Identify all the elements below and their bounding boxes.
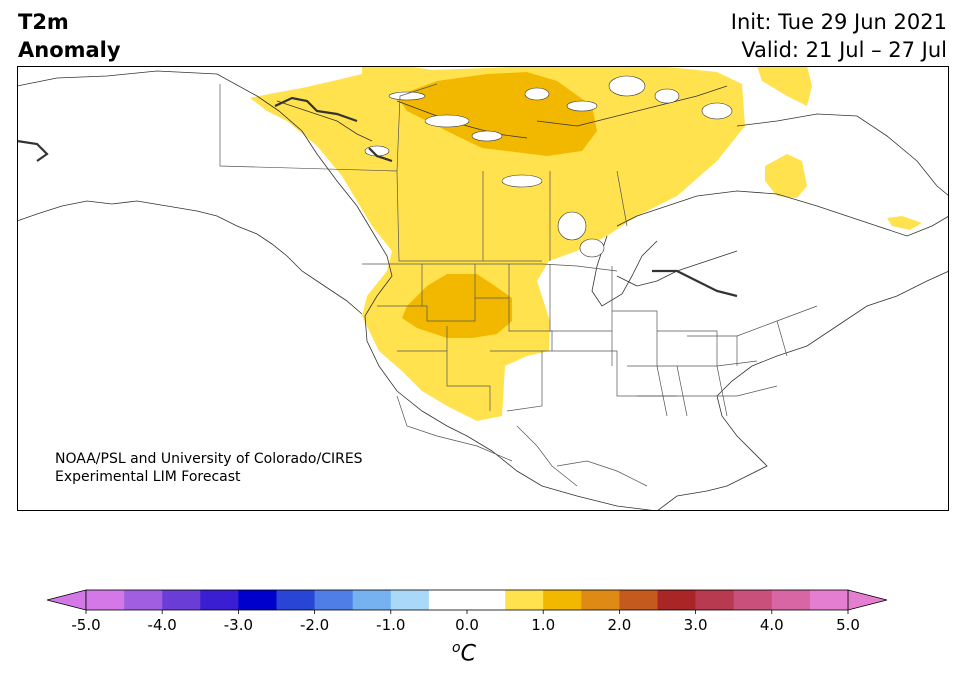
colorbar-ticks: -5.0 -4.0 -3.0 -2.0 -1.0 0.0 1.0 2.0 3.0 4.0 5.0 [71,610,860,634]
anomaly-map [17,66,949,511]
colorbar-cell [809,590,849,610]
colorbar-tick-label: -2.0 [300,616,329,634]
credit-line-1: NOAA/PSL and University of Colorado/CIRE… [55,451,363,467]
colorbar-cell [695,590,734,610]
forecast-dates: Init: Tue 29 Jun 2021 Valid: 21 Jul – 27… [731,8,947,64]
colorbar-under-arrow [46,589,87,611]
colorbar-tick-label: 2.0 [607,616,631,634]
colorbar-cell [200,590,239,610]
colorbar-cell [238,590,277,610]
colorbar-tick-label: -4.0 [148,616,177,634]
colorbar-cell [467,590,506,610]
colorbar-over-arrow [847,589,888,611]
colorbar-cell [86,590,125,610]
unit-degree: o [452,640,461,656]
colorbar-cell [352,590,392,610]
unit-base: C [460,641,476,667]
colorbar-tick-label: 5.0 [836,616,860,634]
colorbar-tick-label: 4.0 [760,616,784,634]
colorbar-cell [505,590,544,610]
rivers [17,96,738,298]
colorbar-cell [428,590,468,610]
colorbar-tick-label: -1.0 [376,616,405,634]
colorbar-tick-label: 0.0 [455,616,479,634]
colorbar-cell [581,590,620,610]
colorbar-cell [162,590,201,610]
credit-text: NOAA/PSL and University of Colorado/CIRE… [55,450,363,486]
field-label: Anomaly [18,38,121,62]
colorbar-cell [276,590,315,610]
colorbar-tick-label: 3.0 [684,616,708,634]
credit-line-2: Experimental LIM Forecast [55,469,241,485]
colorbar-cell [314,590,353,610]
unit-label: oC [452,640,476,666]
colorbar: -5.0 -4.0 -3.0 -2.0 -1.0 0.0 1.0 2.0 3.0 4.0 5.0 [46,589,888,634]
colorbar-cell [771,590,811,610]
colorbar-cell [657,590,696,610]
variable-label: T2m [18,10,69,34]
map-title: T2m Anomaly [18,8,121,64]
political-borders [219,83,818,487]
lakes-and-islands [364,75,733,258]
colorbar-tick-label: -5.0 [71,616,100,634]
map-frame [17,66,949,511]
colorbar-cell [543,590,582,610]
colorbar-cell [124,590,163,610]
colorbar-cell [619,590,658,610]
valid-range: Valid: 21 Jul – 27 Jul [741,38,947,62]
coastlines [17,70,949,511]
colorbar-cell [390,590,430,610]
colorbar-tick-label: -3.0 [224,616,253,634]
colorbar-cells [46,589,888,611]
colorbar-tick-label: 1.0 [531,616,555,634]
init-date: Init: Tue 29 Jun 2021 [730,10,947,34]
colorbar-cell [733,590,773,610]
